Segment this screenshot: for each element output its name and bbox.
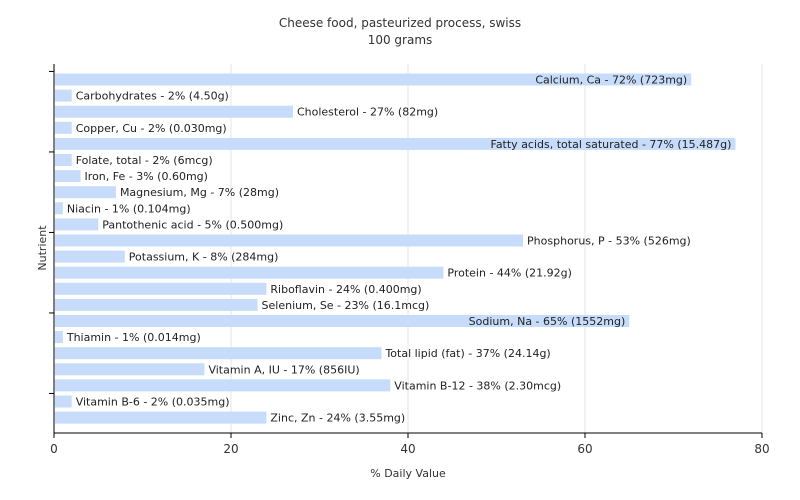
- bar: [55, 331, 63, 344]
- bar: [55, 89, 72, 102]
- bar-label: Protein - 44% (21.92g): [447, 267, 572, 280]
- bar-label: Calcium, Ca - 72% (723mg): [535, 74, 687, 87]
- bar: [55, 282, 267, 295]
- bar-label: Thiamin - 1% (0.014mg): [66, 331, 201, 344]
- axes: 0 20 40 60 80: [49, 64, 770, 456]
- bar: [55, 363, 205, 376]
- bars: [55, 73, 736, 424]
- bar: [55, 298, 258, 311]
- grid-lines: [230, 64, 763, 433]
- bar: [55, 250, 125, 263]
- bar: [55, 395, 72, 408]
- bar-label: Folate, total - 2% (6mcg): [76, 154, 213, 167]
- bar-labels: Calcium, Ca - 72% (723mg) Carbohydrates -…: [66, 74, 732, 425]
- bar-label: Selenium, Se - 23% (16.1mcg): [262, 299, 430, 312]
- chart-title: Cheese food, pasteurized process, swiss: [279, 16, 521, 30]
- x-axis-title: % Daily Value: [370, 467, 446, 480]
- bar: [55, 218, 99, 231]
- bar-label: Cholesterol - 27% (82mg): [297, 106, 438, 119]
- bar-label: Vitamin B-6 - 2% (0.035mg): [76, 396, 230, 409]
- bar: [55, 105, 293, 118]
- bar: [55, 137, 736, 150]
- bar: [55, 121, 72, 134]
- bar-label: Potassium, K - 8% (284mg): [129, 251, 279, 264]
- bar-label: Phosphorus, P - 53% (526mg): [527, 235, 691, 248]
- bar: [55, 73, 692, 86]
- y-axis-title: Nutrient: [36, 225, 49, 271]
- x-tick-label: 0: [50, 442, 58, 456]
- bar-label: Niacin - 1% (0.104mg): [67, 202, 191, 215]
- bar: [55, 315, 630, 327]
- bar-label: Fatty acids, total saturated - 77% (15.4…: [491, 138, 732, 151]
- bar-label: Sodium, Na - 65% (1552mg): [469, 315, 626, 328]
- x-tick-label: 20: [223, 442, 238, 456]
- bar-label: Carbohydrates - 2% (4.50g): [76, 90, 229, 103]
- bar: [55, 202, 63, 215]
- bar-label: Iron, Fe - 3% (0.60mg): [85, 170, 208, 183]
- x-tick-label: 40: [400, 442, 415, 456]
- bar-label: Pantothenic acid - 5% (0.500mg): [102, 218, 283, 231]
- bar: [55, 154, 72, 166]
- bar-label: Riboflavin - 24% (0.400mg): [270, 283, 421, 296]
- x-tick-label: 60: [577, 442, 592, 456]
- x-tick-label: 80: [754, 442, 769, 456]
- bar-label: Vitamin A, IU - 17% (856IU): [208, 363, 359, 376]
- bar: [55, 234, 524, 247]
- bar: [55, 170, 81, 183]
- bar: [55, 411, 267, 424]
- bar-label: Total lipid (fat) - 37% (24.14g): [384, 347, 550, 360]
- bar: [55, 186, 116, 199]
- bar-label: Vitamin B-12 - 38% (2.30mcg): [394, 379, 561, 392]
- bar: [55, 379, 391, 392]
- bar-label: Magnesium, Mg - 7% (28mg): [120, 186, 279, 199]
- bar-label: Zinc, Zn - 24% (3.55mg): [270, 412, 405, 425]
- bar-label: Copper, Cu - 2% (0.030mg): [76, 122, 227, 135]
- bar: [55, 266, 444, 279]
- bar: [55, 347, 382, 360]
- chart-subtitle: 100 grams: [368, 33, 433, 47]
